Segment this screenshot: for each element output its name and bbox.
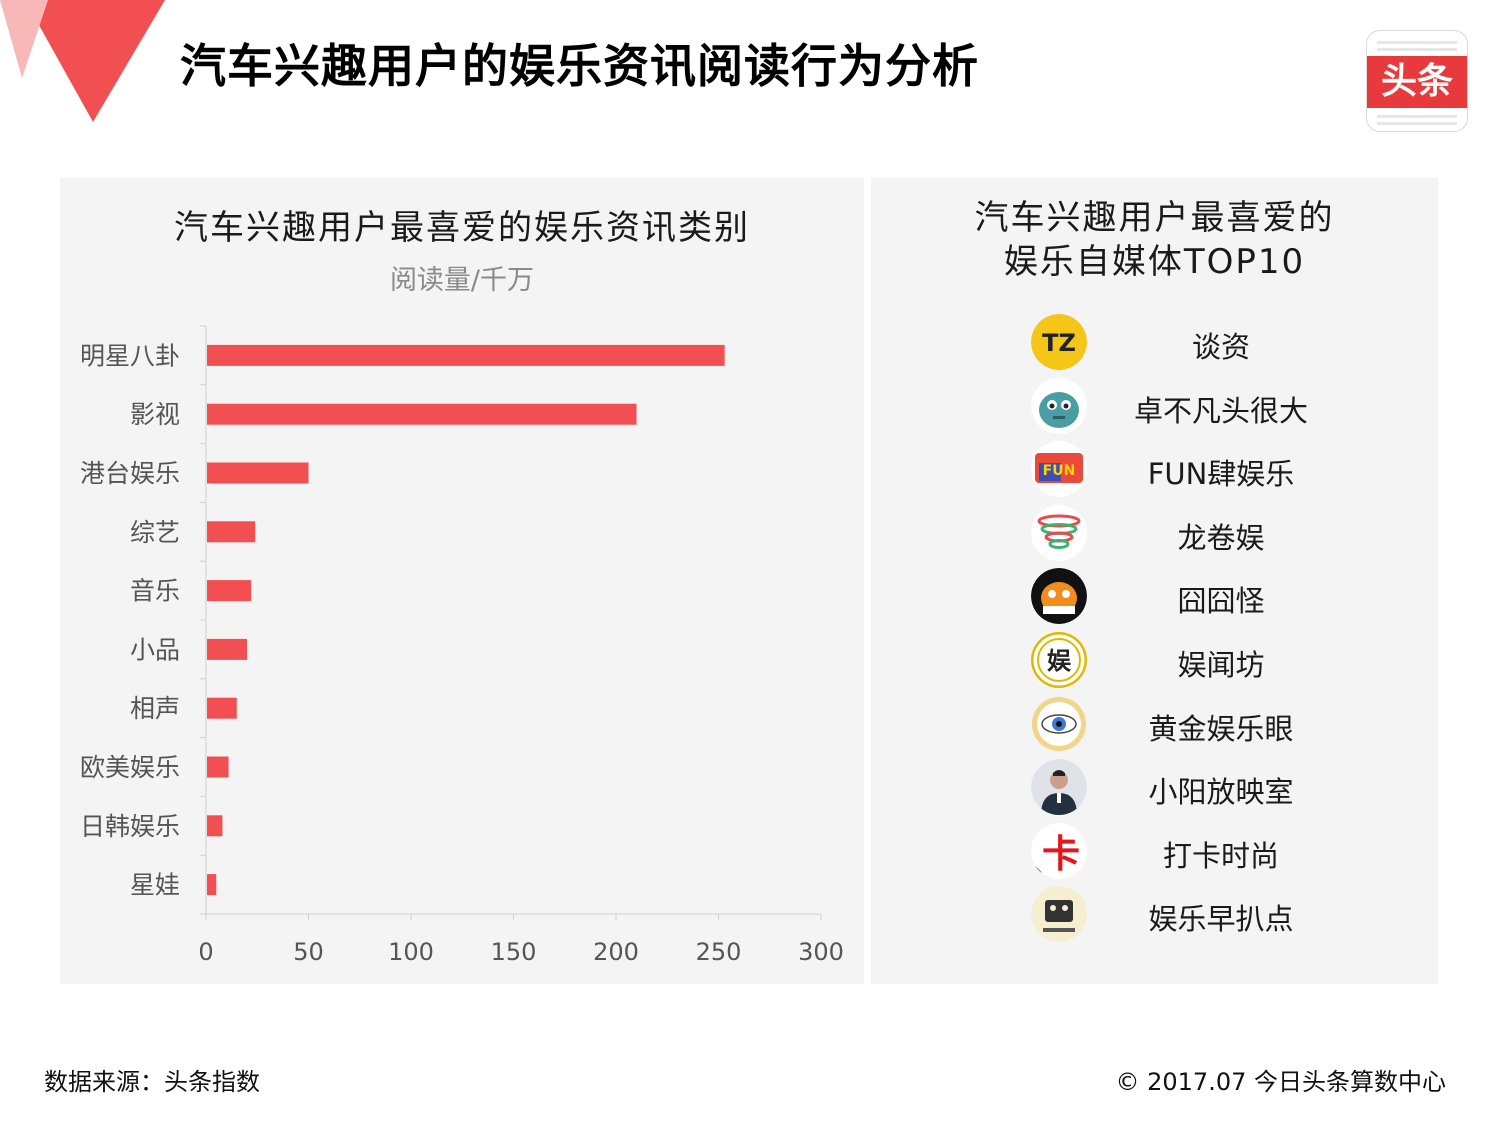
category-label: 影视 [130, 400, 180, 429]
media-name: 龙卷娱 [1177, 520, 1265, 555]
media-name: 谈资 [1191, 330, 1250, 364]
x-tick-label: 200 [593, 938, 639, 966]
svg-text:娱: 娱 [1047, 647, 1072, 675]
x-tick-label: 300 [798, 938, 844, 966]
bar [207, 815, 223, 837]
media-name: 卓不凡头很大 [1133, 393, 1308, 428]
fun-si-logo-icon: FUN [1031, 441, 1087, 498]
svg-text:FUN: FUN [1043, 463, 1076, 479]
page-title: 汽车兴趣用户的娱乐资讯阅读行为分析 [180, 39, 979, 93]
media-item: 娱 娱闻坊 [871, 632, 1438, 692]
media-name: 娱闻坊 [1177, 648, 1265, 682]
media-name: 黄金娱乐眼 [1148, 711, 1294, 746]
media-item: 卓不凡头很大 [871, 377, 1438, 438]
x-tick-label: 0 [198, 938, 213, 966]
logo-plate: 头条 [1367, 56, 1467, 108]
media-item: FUN FUN肆娱乐 [871, 441, 1438, 501]
category-label: 港台娱乐 [80, 459, 180, 488]
media-item: TZ 谈资 [871, 314, 1438, 374]
media-item: 囧囧怪 [871, 568, 1438, 628]
media-title-line-2: 娱乐自媒体TOP10 [1003, 242, 1306, 282]
media-name: 囧囧怪 [1177, 584, 1265, 619]
blue-monster-icon [1031, 377, 1087, 434]
x-tick-label: 50 [293, 938, 324, 966]
bar [207, 697, 237, 719]
category-label: 欧美娱乐 [80, 753, 180, 782]
daka-logo-icon: 卡 [1031, 822, 1087, 879]
media-panel-title: 汽车兴趣用户最喜爱的 娱乐自媒体TOP10 [871, 196, 1438, 284]
media-item: 娱乐早扒点 [871, 886, 1438, 946]
bar [207, 403, 637, 425]
chart-title: 汽车兴趣用户最喜爱的娱乐资讯类别 [174, 208, 750, 248]
category-label: 星娃 [130, 871, 180, 900]
bar [207, 344, 725, 366]
media-name: 打卡时尚 [1162, 838, 1279, 873]
category-label: 日韩娱乐 [80, 812, 180, 841]
corner-decoration [0, 0, 165, 122]
yuwenfang-logo-icon: 娱 [1031, 632, 1087, 688]
category-label: 明星八卦 [80, 341, 180, 370]
logo-line [1377, 48, 1457, 51]
media-name: 娱乐早扒点 [1148, 902, 1294, 937]
svg-text:TZ: TZ [1042, 329, 1076, 357]
yule-zaobadian-logo-icon [1031, 886, 1087, 943]
logo-line [1377, 115, 1457, 118]
bar [207, 580, 252, 602]
bar [207, 756, 229, 778]
bar [207, 521, 256, 543]
data-source: 数据来源：头条指数 [44, 1068, 260, 1096]
category-label: 音乐 [130, 577, 180, 606]
media-item: 卡 打卡时尚 [871, 822, 1438, 883]
media-title-line-1: 汽车兴趣用户最喜爱的 [974, 198, 1335, 238]
category-label: 综艺 [130, 518, 180, 547]
bar-chart: 0 50 100 150 200 250 300 明星八卦影视港台娱乐综艺音乐小品相声欧美娱乐… [80, 325, 844, 966]
toutiao-logo: 头条 [1366, 30, 1468, 132]
category-label: 小品 [130, 635, 180, 664]
category-chart-panel: 汽车兴趣用户最喜爱的娱乐资讯类别 阅读量/千万 0 50 100 150 200 250 3… [60, 178, 864, 984]
corner-triangle-small [0, 0, 48, 78]
x-tick-label: 150 [491, 938, 537, 966]
top-media-panel: 汽车兴趣用户最喜爱的 娱乐自媒体TOP10 TZ 谈资卓不凡头很大 FUN FUN肆娱… [871, 178, 1438, 984]
logo-line [1377, 122, 1457, 125]
bar [207, 874, 217, 896]
media-item: 龙卷娱 [871, 504, 1438, 565]
bar [207, 462, 309, 484]
corner-triangle-large [25, 0, 165, 122]
jiongjiong-monster-icon [1031, 568, 1087, 625]
x-tick-label: 250 [696, 938, 742, 966]
media-name: FUN肆娱乐 [1147, 457, 1295, 492]
svg-text:卡: 卡 [1042, 832, 1080, 876]
tanzi-logo-icon: TZ [1031, 314, 1087, 370]
golden-eye-icon [1031, 696, 1087, 752]
copyright: © 2017.07 今日头条算数中心 [1115, 1068, 1446, 1096]
media-item: 黄金娱乐眼 [871, 696, 1438, 756]
bar [207, 638, 247, 660]
logo-line [1377, 41, 1457, 44]
person-avatar-icon [1031, 759, 1087, 816]
chart-subtitle: 阅读量/千万 [389, 265, 535, 296]
x-tick-label: 100 [388, 938, 434, 966]
media-name: 小阳放映室 [1148, 775, 1294, 810]
tornado-logo-icon [1031, 504, 1087, 561]
media-item: 小阳放映室 [871, 759, 1438, 819]
category-label: 相声 [130, 694, 180, 723]
